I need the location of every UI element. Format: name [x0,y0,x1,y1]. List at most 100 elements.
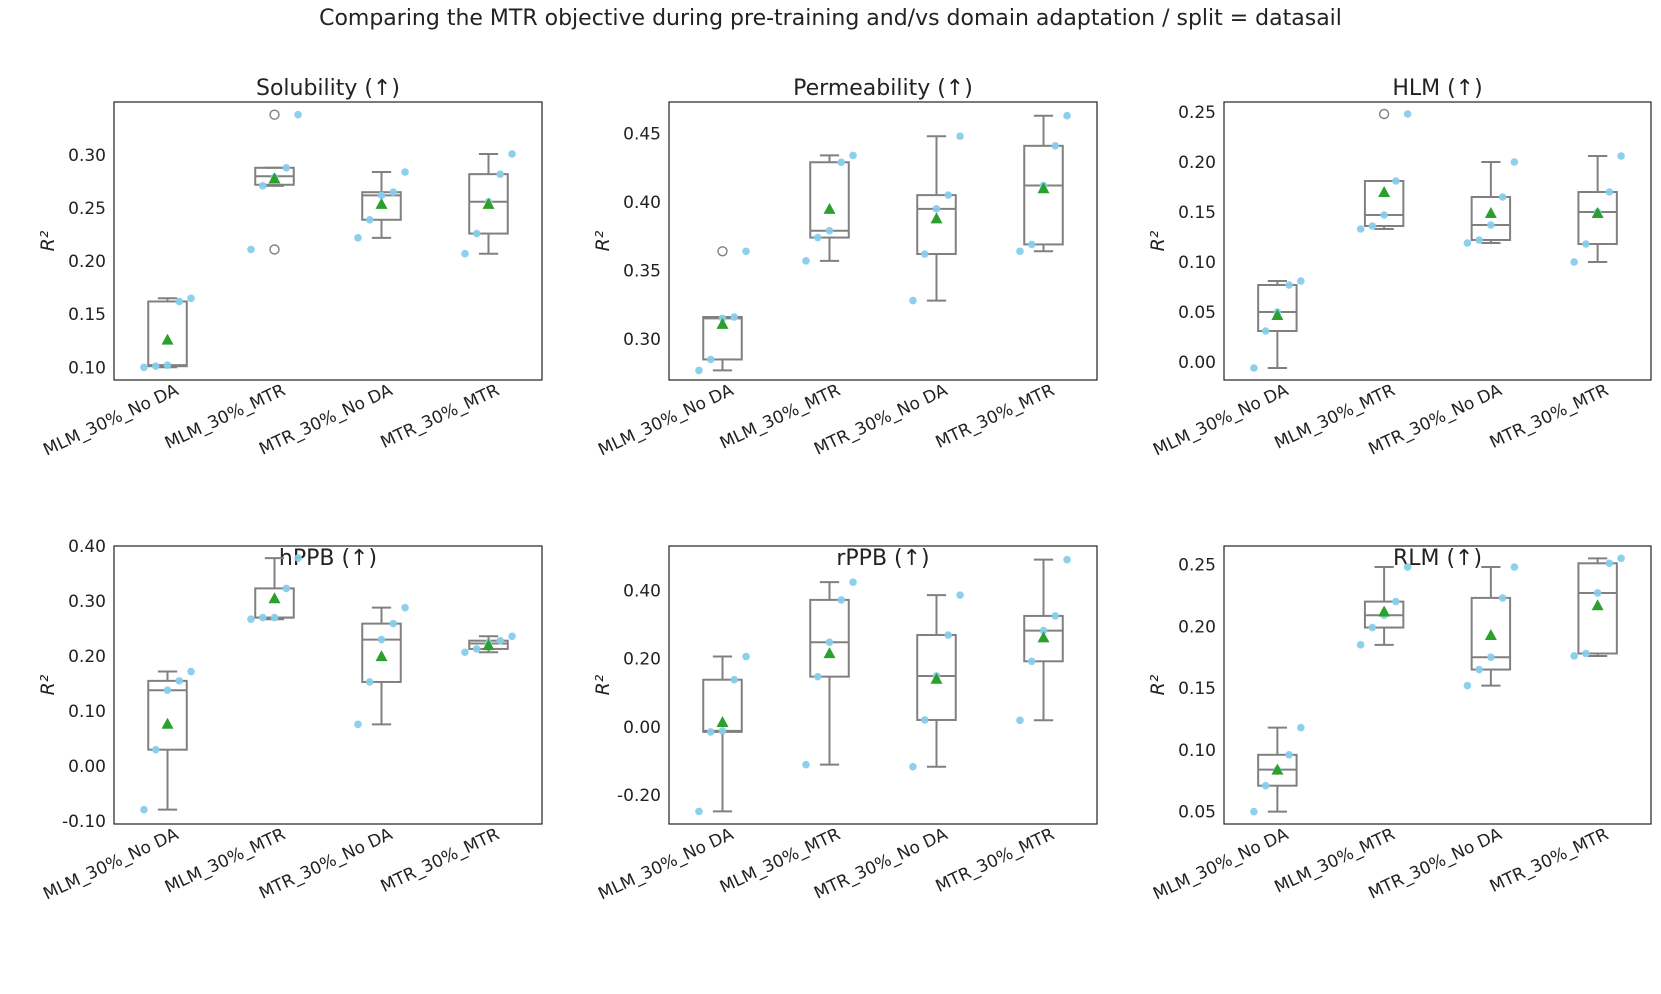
data-point [365,678,374,686]
data-point [718,727,727,735]
data-point [496,170,505,178]
outlier-point [269,244,280,255]
iqr-box [1577,191,1618,245]
iqr-box [1577,562,1618,655]
data-point [1250,807,1258,816]
y-tick-label: 0.40 [623,581,661,601]
data-point [1356,641,1365,649]
plot-frame [668,545,1098,825]
x-tick-label: MTR_30%_MTR [1487,824,1612,897]
data-point [175,297,184,306]
data-point [151,745,160,754]
data-point [175,677,184,685]
outlier-point [717,246,728,257]
panel-title: Solubility (↑) [255,76,401,101]
data-point [354,234,362,242]
box-group [1470,161,1512,244]
iqr-box [1023,614,1064,663]
plot-hlm: 0.00 0.05 0.10 0.15 0.20 0.25 R² MLM_30%_No DA M… [1147,101,1652,460]
data-point [837,596,846,604]
x-tick-label: MTR_30%_MTR [933,824,1058,897]
data-point [706,728,715,736]
data-point [1403,563,1412,571]
data-point [1356,225,1365,233]
x-tick-label: MLM_30%_No DA [1150,824,1292,904]
data-point [909,762,917,771]
data-point [695,807,703,816]
data-point [1016,716,1024,725]
iqr-box [916,194,957,256]
data-point [508,150,516,158]
x-tick-label: MLM_30%_No DA [40,380,182,460]
data-point [1463,681,1472,690]
figure-title: Comparing the MTR objective during pre-t… [319,6,1342,31]
y-tick-label: 0.40 [68,537,106,557]
x-tick-label: MTR_30%_MTR [378,824,503,897]
data-point [472,645,481,653]
data-point [1605,188,1614,196]
box-group [1023,558,1064,722]
y-tick-label: 0.20 [1178,153,1216,173]
data-point [1285,281,1293,289]
data-point [140,805,148,814]
y-tick-label: 0.10 [1178,253,1216,273]
data-point [1403,110,1412,118]
data-point [849,578,857,586]
data-point [1261,781,1270,790]
box-group [1577,557,1618,657]
data-point [258,613,267,622]
y-tick-label: 0.20 [68,252,106,272]
data-point [163,361,172,369]
y-axis-label: R² [37,674,59,695]
data-point [389,619,398,628]
x-tick-label: MLM_30%_No DA [40,824,182,904]
x-tick-label: MTR_30%_MTR [378,380,503,453]
data-point [1380,211,1388,219]
data-point [282,584,291,593]
plot-frame [113,101,543,381]
box-group [1363,108,1405,230]
data-point [932,205,941,213]
mean-marker [375,197,388,209]
data-point [401,168,409,176]
data-point [1250,364,1258,372]
box-group [147,297,188,369]
iqr-box [809,598,850,678]
data-point [909,296,917,305]
y-tick-label: 0.35 [623,261,661,281]
outlier-point [269,109,280,120]
mean-marker [1271,763,1284,775]
data-point [956,591,964,599]
plot-frame [1223,101,1652,381]
mean-marker [823,202,836,214]
data-point [1039,626,1048,635]
mean-marker [268,592,281,604]
iqr-box [147,679,188,751]
box-group [809,581,850,766]
data-point [956,132,964,141]
y-tick-label: 0.30 [68,146,106,166]
data-point [247,615,255,624]
data-point [920,716,929,724]
data-point [1570,258,1578,266]
y-axis-label: R² [1147,674,1169,695]
data-point [1392,177,1400,185]
y-tick-label: 0.25 [68,199,106,219]
data-point [258,182,267,190]
y-tick-label: 0.25 [1178,556,1216,576]
y-tick-label: 0.15 [1178,203,1216,223]
x-tick-label: MTR_30%_MTR [933,380,1058,453]
data-point [706,355,715,364]
box-group [468,152,509,255]
panel-title: HLM (↑) [1392,76,1483,101]
data-point [461,249,469,258]
iqr-box [809,161,850,239]
data-point [187,294,195,303]
data-point [1487,653,1495,661]
iqr-box [1363,180,1405,227]
mean-marker [1484,628,1497,640]
data-point [1463,239,1472,247]
